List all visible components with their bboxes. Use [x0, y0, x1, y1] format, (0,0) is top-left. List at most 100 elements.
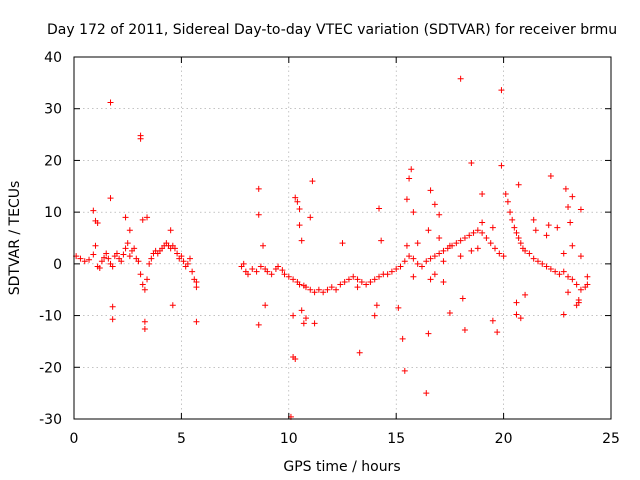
data-point	[543, 263, 550, 270]
data-point	[401, 367, 408, 374]
data-point	[186, 255, 193, 262]
data-point	[427, 255, 434, 262]
axis-ticks	[73, 56, 612, 420]
data-point	[279, 267, 286, 274]
data-point	[562, 185, 569, 192]
data-point	[575, 299, 582, 306]
data-point	[569, 193, 576, 200]
data-point	[137, 132, 144, 139]
data-point	[554, 224, 561, 231]
data-point	[560, 311, 567, 318]
data-point	[268, 271, 275, 278]
data-point	[584, 281, 591, 288]
data-point	[371, 276, 378, 283]
data-point	[262, 302, 269, 309]
data-point	[144, 276, 151, 283]
x-tick-label: 5	[177, 431, 186, 447]
x-tick-label: 25	[602, 431, 620, 447]
y-axis-label: SDTVAR / TECUs	[7, 181, 23, 296]
data-point	[526, 250, 533, 257]
data-point	[144, 214, 151, 221]
data-point	[384, 271, 391, 278]
data-point	[509, 216, 516, 223]
data-point	[298, 237, 305, 244]
data-point	[255, 211, 262, 218]
data-point	[148, 255, 155, 262]
data-point	[483, 235, 490, 241]
data-point	[414, 260, 421, 267]
data-point	[545, 222, 552, 229]
data-point	[302, 284, 309, 291]
data-point	[457, 237, 464, 244]
data-point	[328, 284, 335, 291]
data-point	[560, 250, 567, 257]
data-point	[90, 207, 97, 214]
x-tick-labels: 0 5 10 15 20 25	[70, 431, 620, 447]
data-point	[425, 227, 432, 234]
data-point	[311, 289, 318, 296]
data-point	[515, 181, 522, 188]
data-point	[77, 255, 84, 262]
data-point	[406, 253, 413, 260]
data-point	[403, 242, 410, 249]
x-tick-label: 0	[70, 431, 79, 447]
data-point	[107, 195, 114, 202]
data-point	[474, 245, 481, 252]
data-point	[408, 166, 415, 173]
data-point	[410, 255, 417, 262]
data-point	[556, 271, 563, 278]
data-point	[577, 253, 584, 260]
data-point	[425, 330, 432, 337]
data-point	[376, 273, 383, 280]
data-point	[90, 251, 97, 258]
data-point	[431, 253, 438, 260]
data-point	[339, 240, 346, 247]
data-point	[569, 276, 576, 283]
data-point	[577, 206, 584, 213]
data-point	[356, 349, 363, 356]
data-point	[131, 245, 138, 252]
data-point	[494, 329, 501, 336]
data-point	[397, 263, 404, 270]
grid	[74, 57, 611, 419]
data-point	[174, 250, 181, 257]
data-point	[502, 191, 509, 198]
data-point	[193, 318, 200, 325]
data-point	[399, 335, 406, 342]
data-point	[522, 247, 529, 254]
data-point	[309, 178, 316, 185]
data-point	[414, 240, 421, 247]
y-tick-label: 10	[44, 205, 62, 221]
data-point	[118, 258, 125, 265]
data-point	[81, 258, 88, 265]
plot-frame	[73, 56, 612, 420]
data-point	[489, 224, 496, 231]
data-point	[307, 286, 314, 293]
data-point	[466, 232, 473, 239]
x-tick-label: 20	[495, 431, 513, 447]
data-point	[255, 321, 262, 328]
data-point	[461, 235, 468, 241]
data-point	[431, 201, 438, 208]
data-point	[378, 237, 385, 244]
data-point	[573, 281, 580, 288]
data-point	[122, 214, 129, 221]
data-point	[517, 240, 524, 247]
data-point	[109, 316, 116, 323]
x-tick-label: 10	[280, 431, 298, 447]
data-point	[532, 227, 539, 234]
y-tick-label: 30	[44, 102, 62, 118]
y-tick-label: -10	[39, 309, 62, 325]
data-point	[427, 276, 434, 283]
data-point	[496, 250, 503, 257]
data-point	[492, 245, 499, 252]
data-point	[350, 273, 357, 280]
data-point	[126, 253, 133, 260]
data-point	[500, 253, 507, 260]
data-point	[513, 299, 520, 306]
data-point	[388, 268, 395, 275]
data-point	[474, 227, 481, 234]
data-point	[431, 271, 438, 278]
data-point	[470, 229, 477, 236]
data-point	[311, 320, 318, 327]
